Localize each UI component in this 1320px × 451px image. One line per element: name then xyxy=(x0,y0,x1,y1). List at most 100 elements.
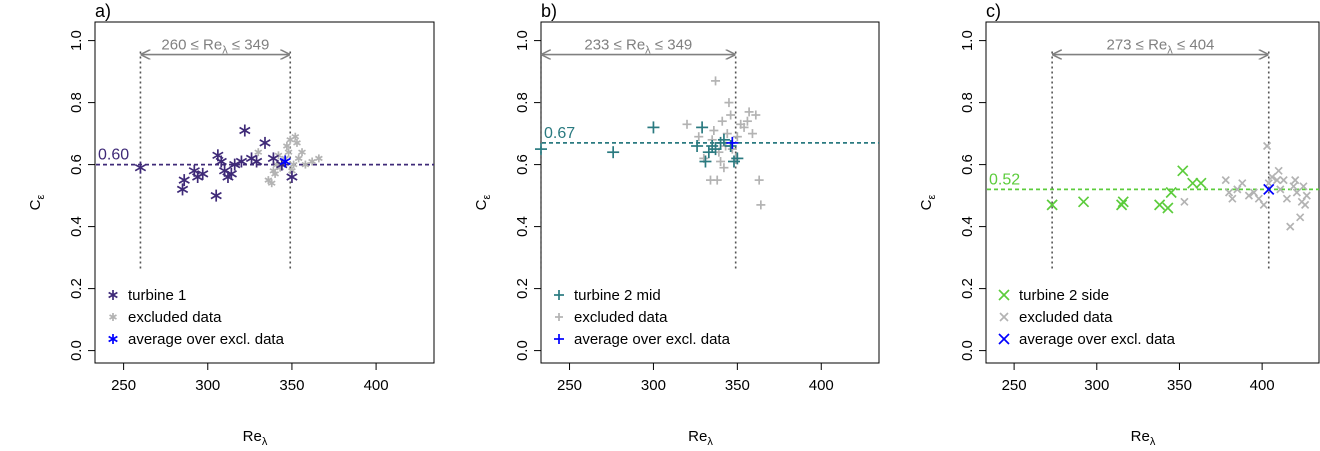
data-point xyxy=(754,175,764,185)
legend: turbine 1 excluded data average over excl.… xyxy=(108,287,285,348)
series-excluded xyxy=(1180,141,1311,231)
data-point xyxy=(709,143,722,156)
data-point xyxy=(176,183,189,196)
data-point xyxy=(1254,194,1263,203)
data-point xyxy=(225,167,237,180)
x-tick-label: 350 xyxy=(279,377,304,394)
legend-label: average over excl. data xyxy=(574,331,731,348)
y-tick-label: 0.8 xyxy=(514,92,531,113)
panel-label: a) xyxy=(95,1,111,21)
legend-marker xyxy=(555,313,563,321)
data-point xyxy=(1162,202,1174,214)
x-tick-label: 300 xyxy=(1084,377,1109,394)
y-tick-label: 0.6 xyxy=(514,154,531,175)
data-point xyxy=(210,189,222,202)
data-point xyxy=(215,155,227,168)
data-point xyxy=(1274,166,1283,175)
data-point xyxy=(282,142,291,150)
y-tick-label: 1.0 xyxy=(68,30,85,51)
legend-marker xyxy=(998,289,1010,301)
data-point xyxy=(1276,185,1285,194)
data-point xyxy=(756,200,766,210)
data-point xyxy=(711,76,721,86)
data-point xyxy=(293,138,301,147)
data-point xyxy=(286,135,295,144)
data-point xyxy=(1282,194,1292,203)
legend-marker xyxy=(109,313,117,321)
series-primary xyxy=(1046,165,1207,214)
data-point xyxy=(314,154,323,163)
data-point xyxy=(1296,213,1305,222)
legend-marker xyxy=(554,290,564,300)
data-point xyxy=(1224,188,1234,197)
data-point xyxy=(1165,186,1177,199)
data-point xyxy=(284,148,293,157)
y-tick-label: 1.0 xyxy=(514,30,531,51)
series-average xyxy=(726,136,739,149)
y-tick-label: 0.0 xyxy=(68,340,85,361)
mean-label: 0.60 xyxy=(98,147,129,164)
range-label: 273 ≤ Reλ ≤ 404 xyxy=(1106,37,1214,57)
y-tick-label: 0.8 xyxy=(68,92,85,113)
data-point xyxy=(267,179,276,188)
data-point xyxy=(1077,196,1090,208)
legend-label: excluded data xyxy=(1019,309,1113,326)
x-tick-label: 400 xyxy=(364,377,389,394)
y-tick-label: 0.2 xyxy=(514,278,531,299)
data-point xyxy=(1264,179,1273,188)
legend-marker xyxy=(999,312,1009,322)
panel-label: b) xyxy=(541,1,557,21)
x-tick-label: 300 xyxy=(641,377,666,394)
data-point xyxy=(239,124,251,137)
data-point xyxy=(716,157,726,166)
data-point xyxy=(1272,175,1282,185)
data-point xyxy=(699,155,712,168)
panel-c: c) 250 300 350 400 0.0 0.2 0.4 0.6 0.8 1.0 Reλ Cε 273… xyxy=(918,1,1320,448)
data-point xyxy=(1046,199,1058,211)
x-axis-title: Reλ xyxy=(1131,428,1156,448)
data-point xyxy=(691,140,704,152)
y-axis-title: Cε xyxy=(27,195,47,211)
data-point xyxy=(719,163,729,173)
data-point xyxy=(1291,175,1300,185)
data-point xyxy=(279,155,291,168)
data-point xyxy=(250,155,263,168)
data-point xyxy=(1117,196,1129,208)
data-point xyxy=(267,152,280,165)
legend-label: turbine 2 side xyxy=(1019,287,1109,304)
series-primary xyxy=(134,124,298,202)
data-point xyxy=(1115,199,1128,211)
mean-label: 0.52 xyxy=(989,171,1020,188)
series-average xyxy=(1263,183,1275,196)
data-point xyxy=(647,121,660,134)
y-tick-label: 0.0 xyxy=(514,340,531,361)
data-point xyxy=(1154,199,1166,211)
data-point xyxy=(291,132,300,141)
y-tick-label: 1.0 xyxy=(959,30,976,51)
data-point xyxy=(724,140,737,152)
data-point xyxy=(298,148,306,157)
data-point xyxy=(726,110,736,120)
data-point xyxy=(731,152,744,165)
y-tick-label: 0.4 xyxy=(959,216,976,237)
data-point xyxy=(1259,200,1268,210)
legend-label: turbine 1 xyxy=(128,287,186,304)
data-point xyxy=(724,98,734,108)
x-tick-label: 400 xyxy=(809,377,834,394)
x-tick-label: 250 xyxy=(557,377,582,394)
data-point xyxy=(696,121,709,134)
data-point xyxy=(694,132,704,142)
data-point xyxy=(682,119,692,129)
data-point xyxy=(235,155,248,168)
data-point xyxy=(717,116,727,126)
y-tick-label: 0.2 xyxy=(68,278,85,299)
data-point xyxy=(712,175,722,185)
series-average xyxy=(279,155,291,168)
legend-label: turbine 2 mid xyxy=(574,287,661,304)
legend-label: average over excl. data xyxy=(128,331,285,348)
x-tick-label: 350 xyxy=(725,377,750,394)
panel-label: c) xyxy=(986,1,1001,21)
data-point xyxy=(286,171,298,183)
x-tick-label: 250 xyxy=(111,377,136,394)
y-tick-label: 0.4 xyxy=(514,216,531,237)
